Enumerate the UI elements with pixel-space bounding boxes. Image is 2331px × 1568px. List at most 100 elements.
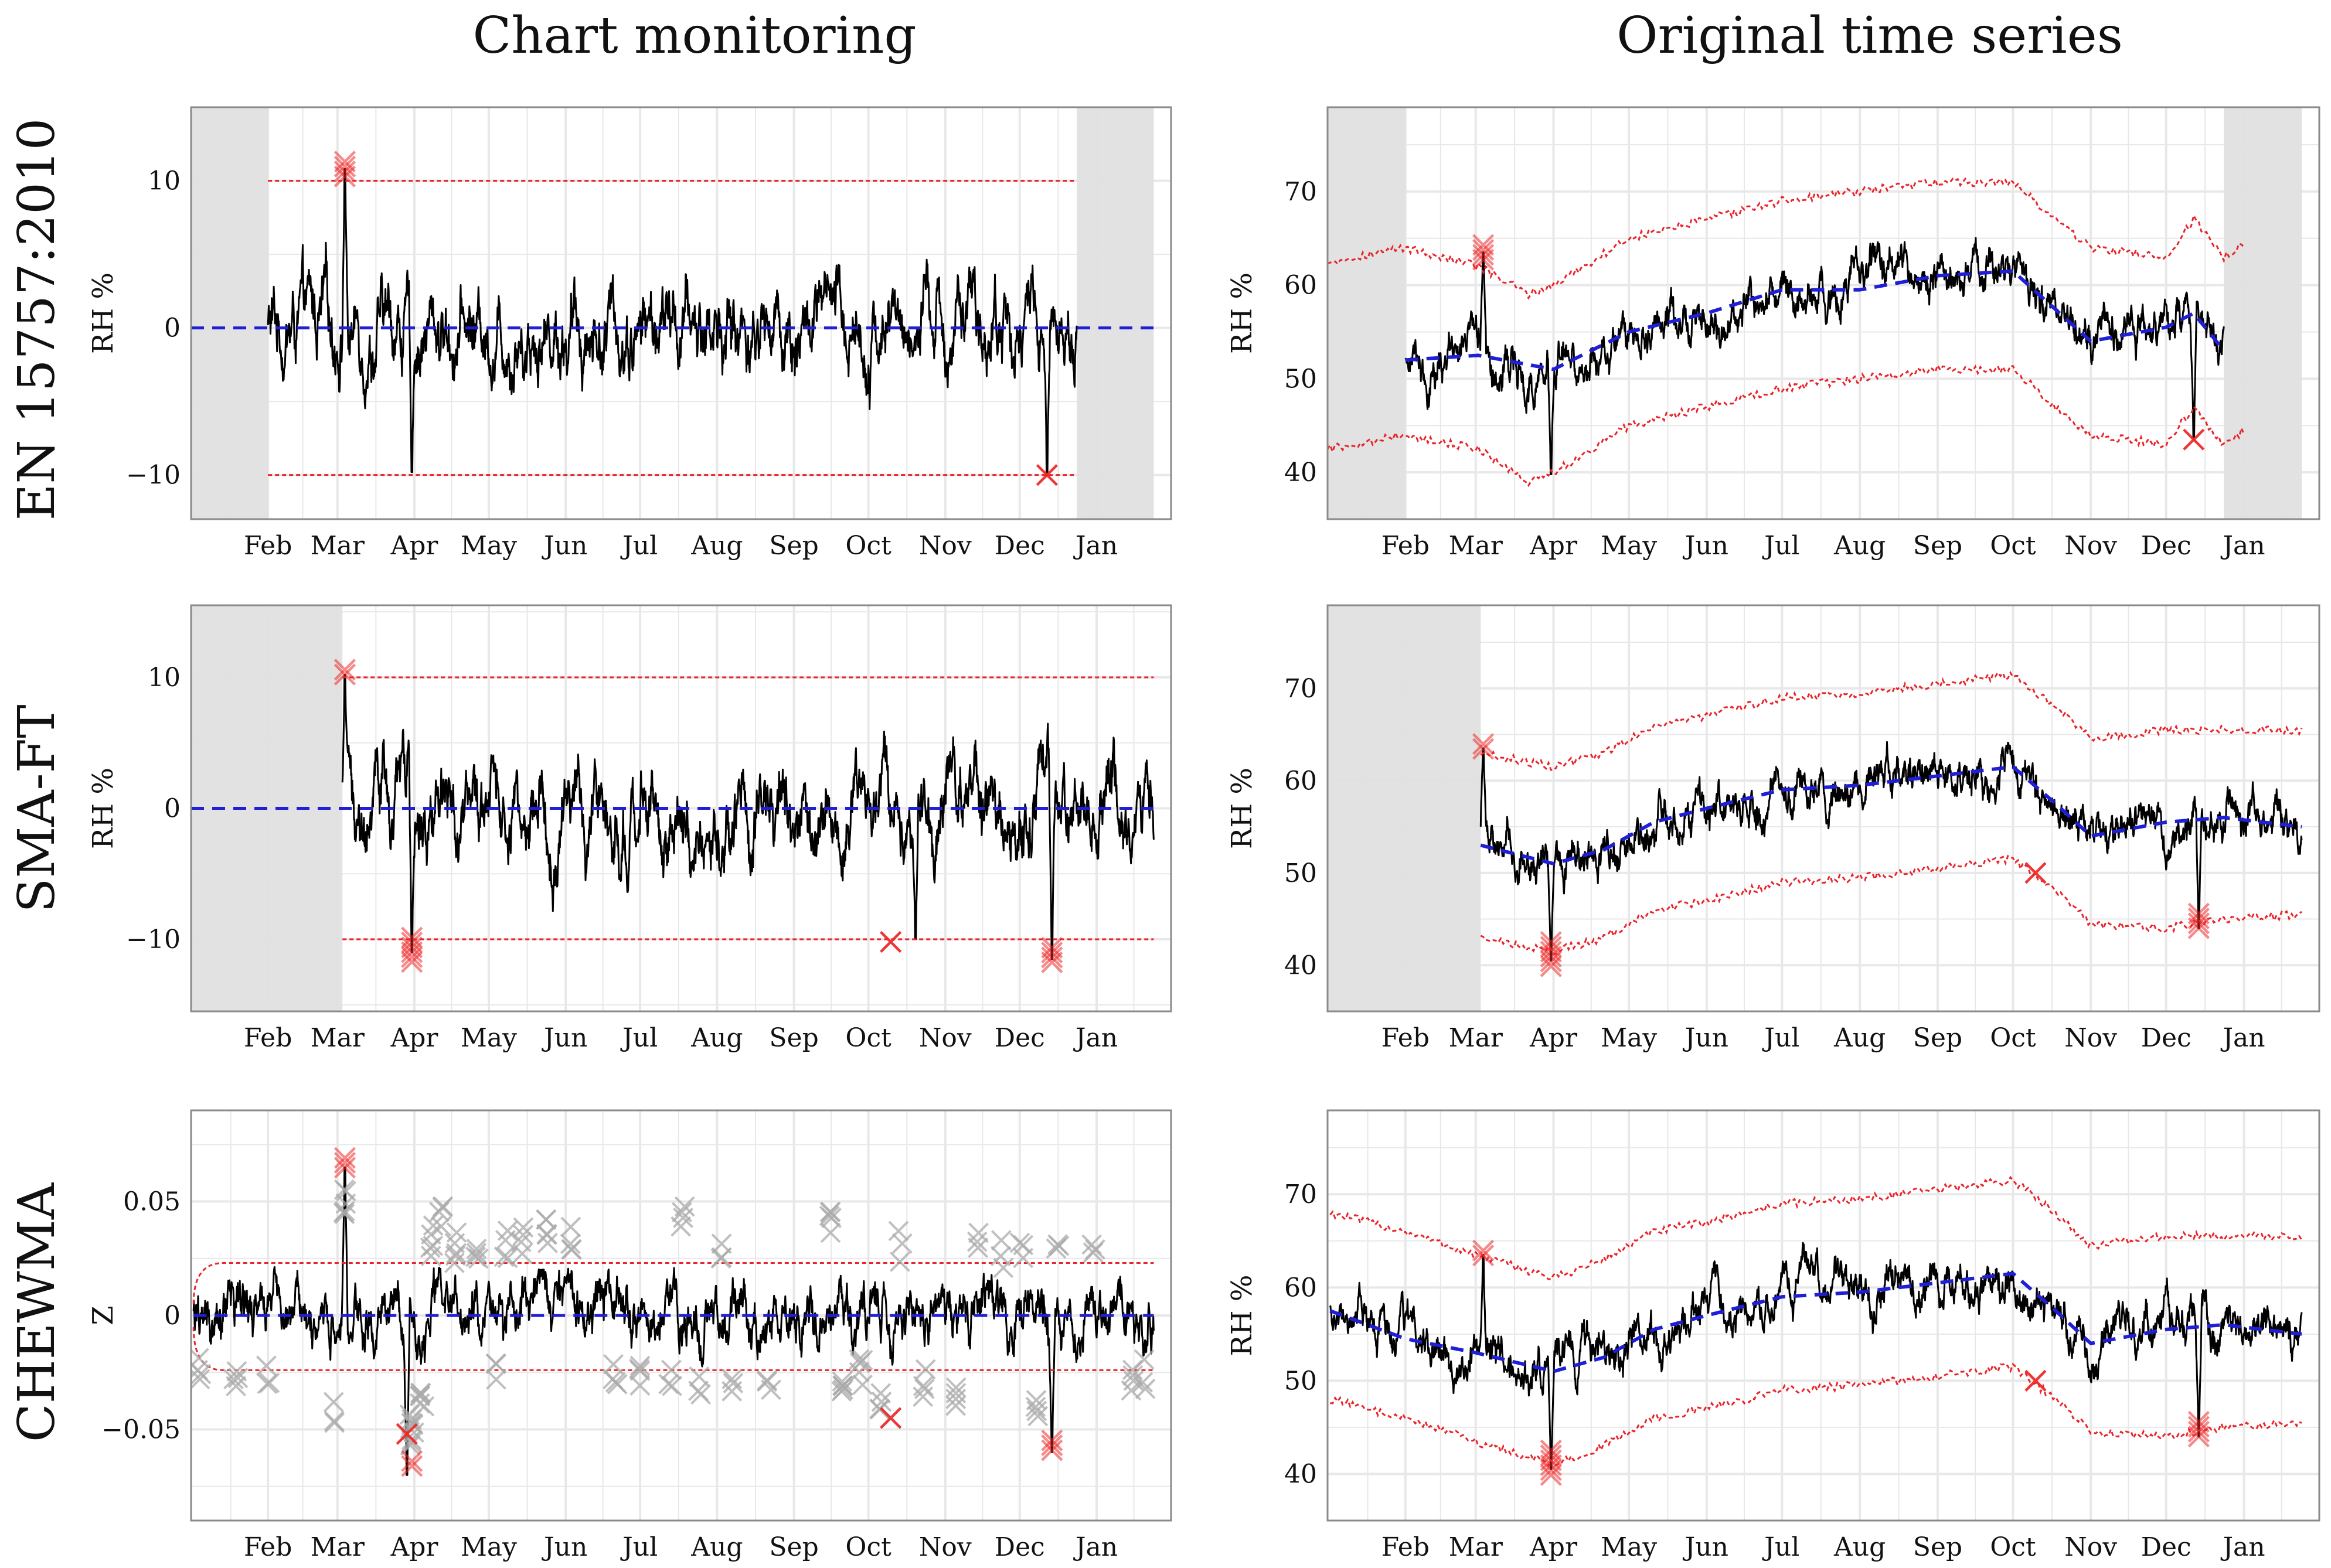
gray-marker xyxy=(629,1375,651,1396)
x-tick-label: Apr xyxy=(390,1023,438,1053)
gray-marker xyxy=(423,1235,444,1256)
x-tick-label: Sep xyxy=(769,1023,818,1053)
alarm-marker xyxy=(1041,1434,1063,1457)
x-tick-label: Jan xyxy=(2220,1023,2265,1053)
lower-control-limit xyxy=(1330,1362,2302,1468)
row-title-en-15757: EN 15757:2010 xyxy=(8,118,66,521)
gray-marker xyxy=(832,1371,853,1392)
gray-marker-cluster xyxy=(990,1230,1014,1279)
alarm-marker-cluster xyxy=(1472,733,1495,760)
gray-marker xyxy=(852,1374,873,1395)
plot-frame xyxy=(1326,106,2320,520)
plot-area xyxy=(191,1147,1156,1477)
gray-marker-cluster xyxy=(560,1216,582,1260)
gray-marker xyxy=(891,1233,913,1254)
center-line-trend xyxy=(1405,269,2225,371)
series-line xyxy=(341,674,1155,960)
x-tick-label: Nov xyxy=(919,1532,972,1562)
gray-marker xyxy=(191,1369,210,1390)
alarm-marker xyxy=(1540,1444,1562,1467)
burn-in-region xyxy=(1328,107,1406,519)
x-tick-label: Sep xyxy=(1913,1532,1962,1562)
y-tick-label: 60 xyxy=(1284,766,1317,796)
plot-frame xyxy=(1326,1109,2320,1522)
x-tick-label: Jun xyxy=(1683,1532,1728,1562)
x-tick-label: Jun xyxy=(542,1532,587,1562)
alarm-marker-cluster xyxy=(401,926,423,973)
x-tick-label: Oct xyxy=(845,531,891,561)
y-tick-label: 70 xyxy=(1284,1180,1317,1209)
gray-marker xyxy=(536,1209,557,1230)
gray-marker xyxy=(993,1257,1014,1279)
gray-marker xyxy=(560,1216,581,1238)
alarm-marker xyxy=(1472,234,1495,256)
y-tick-label: 0.05 xyxy=(123,1187,181,1217)
gray-marker-cluster xyxy=(688,1366,712,1405)
gray-marker-cluster xyxy=(1121,1359,1144,1401)
column-title-original-time-series: Original time series xyxy=(1617,6,2123,65)
gray-marker-cluster xyxy=(428,1196,454,1237)
gray-marker-cluster xyxy=(223,1361,249,1397)
gray-marker xyxy=(870,1383,891,1404)
y-axis-label: RH % xyxy=(87,768,120,849)
alarm-marker xyxy=(2024,862,2047,884)
panel-sma-original: Feb Mar Apr May Jun Jul Aug Sep Oct Nov Dec Jan 40 50… xyxy=(1226,604,2320,1053)
x-tick-label: May xyxy=(461,1023,517,1053)
plot-background xyxy=(1328,1110,2319,1521)
gray-marker xyxy=(1083,1242,1104,1263)
gray-marker-cluster xyxy=(913,1359,936,1407)
gray-marker-cluster xyxy=(831,1371,853,1402)
x-tick-label: Jul xyxy=(620,1532,658,1562)
alarm-marker xyxy=(2187,1420,2210,1443)
x-tick-label: Jan xyxy=(2220,531,2265,561)
x-tick-label: Aug xyxy=(690,1532,743,1562)
gray-marker xyxy=(536,1225,557,1245)
gray-marker-cluster xyxy=(967,1222,989,1258)
gray-marker xyxy=(690,1384,712,1405)
gray-marker-cluster xyxy=(511,1217,534,1264)
alarm-marker xyxy=(1472,244,1495,266)
gray-marker xyxy=(603,1369,624,1389)
gray-marker xyxy=(658,1373,679,1395)
series-line xyxy=(1329,1242,2303,1470)
alarm-marker xyxy=(334,151,356,173)
x-tick-label: Dec xyxy=(2141,1023,2192,1053)
x-tick-label: May xyxy=(461,531,517,561)
gray-marker-cluster xyxy=(945,1377,967,1416)
alarm-marker xyxy=(1472,738,1495,760)
burn-in-region xyxy=(2224,107,2302,519)
x-tick-label: Oct xyxy=(845,1023,891,1053)
gray-marker xyxy=(968,1222,989,1243)
alarm-marker xyxy=(334,1157,356,1179)
y-tick-label: 0 xyxy=(164,794,181,824)
x-tick-label: Apr xyxy=(390,1532,438,1562)
gray-marker xyxy=(1027,1406,1049,1427)
gray-marker xyxy=(444,1233,465,1254)
alarm-marker xyxy=(1540,940,1562,963)
alarm-marker-cluster xyxy=(401,1450,423,1477)
alarm-marker xyxy=(334,659,356,681)
gray-marker-cluster xyxy=(849,1349,873,1395)
plot-area xyxy=(191,151,1154,486)
alarm-marker xyxy=(334,1151,356,1174)
x-tick-label: Jan xyxy=(1073,1023,1118,1053)
gray-marker-cluster xyxy=(888,1221,913,1272)
gray-marker-cluster xyxy=(671,1196,695,1237)
y-axis-label: RH % xyxy=(1226,272,1258,354)
plot-frame xyxy=(190,604,1172,1013)
gray-marker-cluster xyxy=(485,1353,506,1390)
alarm-marker-cluster xyxy=(2187,902,2210,939)
gray-marker-cluster xyxy=(444,1222,467,1273)
x-tick-label: Jun xyxy=(1683,1023,1728,1053)
x-tick-label: Mar xyxy=(311,1023,365,1053)
panel-chewma-monitoring: Feb Mar Apr May Jun Jul Aug Sep Oct Nov Dec Jan −0.0… xyxy=(87,1109,1172,1562)
x-tick-label: Jan xyxy=(1073,1532,1118,1562)
gray-marker-cluster xyxy=(1046,1234,1070,1259)
x-tick-label: Jan xyxy=(2220,1532,2265,1562)
alarm-marker xyxy=(2187,1410,2210,1433)
gray-marker xyxy=(485,1353,506,1374)
gray-marker xyxy=(967,1231,988,1252)
gray-marker xyxy=(871,1391,892,1412)
y-tick-label: 50 xyxy=(1284,1366,1317,1396)
alarm-marker-cluster xyxy=(1041,1429,1063,1461)
